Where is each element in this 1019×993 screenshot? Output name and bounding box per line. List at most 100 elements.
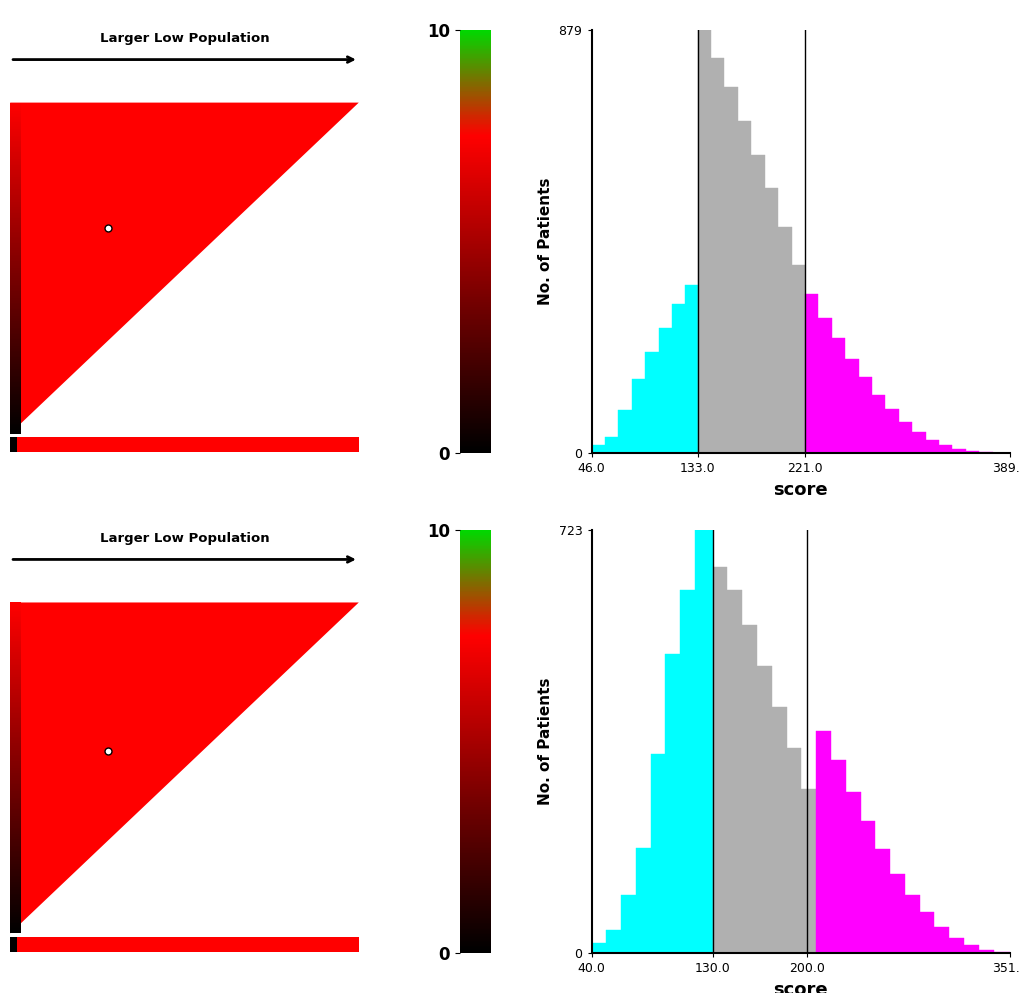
Polygon shape: [10, 126, 20, 127]
Polygon shape: [10, 743, 20, 745]
Polygon shape: [10, 341, 20, 343]
Polygon shape: [10, 326, 20, 328]
Polygon shape: [10, 738, 20, 740]
Polygon shape: [10, 831, 20, 832]
Polygon shape: [10, 137, 20, 139]
Polygon shape: [10, 647, 20, 648]
Polygon shape: [10, 379, 20, 380]
Polygon shape: [10, 375, 20, 377]
Polygon shape: [10, 407, 20, 409]
Polygon shape: [10, 912, 20, 914]
Polygon shape: [10, 643, 20, 645]
Polygon shape: [10, 629, 20, 631]
Polygon shape: [10, 323, 20, 325]
Polygon shape: [10, 603, 359, 933]
Polygon shape: [10, 753, 20, 755]
Polygon shape: [10, 414, 20, 415]
Polygon shape: [10, 351, 20, 353]
Polygon shape: [10, 250, 20, 251]
Polygon shape: [10, 906, 20, 907]
Polygon shape: [10, 206, 20, 207]
Polygon shape: [10, 712, 20, 713]
Polygon shape: [10, 141, 20, 142]
Polygon shape: [10, 841, 20, 842]
Polygon shape: [10, 288, 20, 290]
Polygon shape: [10, 362, 20, 364]
Polygon shape: [10, 417, 20, 419]
Polygon shape: [10, 122, 20, 124]
Polygon shape: [10, 854, 20, 856]
Polygon shape: [10, 192, 20, 194]
Bar: [727, 590, 742, 953]
Polygon shape: [10, 846, 20, 847]
Polygon shape: [10, 713, 20, 715]
Polygon shape: [10, 675, 20, 677]
Polygon shape: [10, 782, 20, 784]
Polygon shape: [10, 157, 20, 159]
Polygon shape: [10, 427, 20, 429]
Bar: [771, 707, 786, 953]
Polygon shape: [10, 139, 20, 141]
Bar: [709, 529, 712, 953]
Polygon shape: [17, 936, 359, 951]
Polygon shape: [10, 757, 20, 758]
Polygon shape: [10, 174, 20, 176]
Polygon shape: [10, 364, 20, 365]
Polygon shape: [10, 151, 20, 152]
Polygon shape: [10, 604, 20, 606]
Polygon shape: [10, 102, 20, 104]
Polygon shape: [10, 172, 20, 174]
Polygon shape: [10, 437, 17, 452]
Polygon shape: [10, 821, 20, 822]
Bar: [817, 319, 830, 454]
Polygon shape: [10, 202, 20, 204]
Polygon shape: [10, 265, 20, 266]
Polygon shape: [10, 648, 20, 650]
Polygon shape: [10, 213, 20, 215]
Polygon shape: [10, 298, 20, 300]
Polygon shape: [10, 392, 20, 394]
Polygon shape: [10, 258, 20, 260]
Polygon shape: [10, 429, 20, 430]
Polygon shape: [10, 310, 20, 311]
Bar: [621, 895, 635, 953]
Polygon shape: [10, 390, 20, 392]
Polygon shape: [10, 111, 20, 112]
Polygon shape: [10, 116, 20, 117]
Polygon shape: [10, 235, 20, 236]
Polygon shape: [10, 182, 20, 184]
Bar: [993, 952, 1009, 953]
Polygon shape: [10, 923, 20, 925]
Y-axis label: No. of Patients: No. of Patients: [537, 178, 552, 306]
X-axis label: score: score: [772, 981, 827, 993]
Polygon shape: [10, 603, 20, 604]
Polygon shape: [10, 762, 20, 763]
Polygon shape: [10, 422, 20, 424]
Polygon shape: [10, 797, 20, 799]
Polygon shape: [10, 819, 20, 821]
Polygon shape: [10, 109, 20, 111]
Polygon shape: [10, 293, 20, 295]
Polygon shape: [10, 752, 20, 753]
Bar: [860, 821, 874, 953]
Bar: [949, 938, 963, 953]
Polygon shape: [10, 663, 20, 665]
Polygon shape: [10, 857, 20, 859]
Bar: [591, 942, 605, 953]
Polygon shape: [10, 336, 20, 338]
Polygon shape: [10, 430, 20, 432]
Polygon shape: [10, 698, 20, 700]
Polygon shape: [10, 723, 20, 725]
Polygon shape: [10, 807, 20, 809]
Bar: [723, 87, 737, 454]
Polygon shape: [10, 335, 20, 336]
Polygon shape: [10, 230, 20, 231]
Polygon shape: [10, 650, 20, 652]
Bar: [591, 445, 604, 454]
Polygon shape: [10, 333, 20, 335]
Polygon shape: [10, 281, 20, 283]
Polygon shape: [10, 308, 20, 310]
Polygon shape: [10, 255, 20, 256]
Polygon shape: [10, 410, 20, 412]
Polygon shape: [10, 707, 20, 708]
